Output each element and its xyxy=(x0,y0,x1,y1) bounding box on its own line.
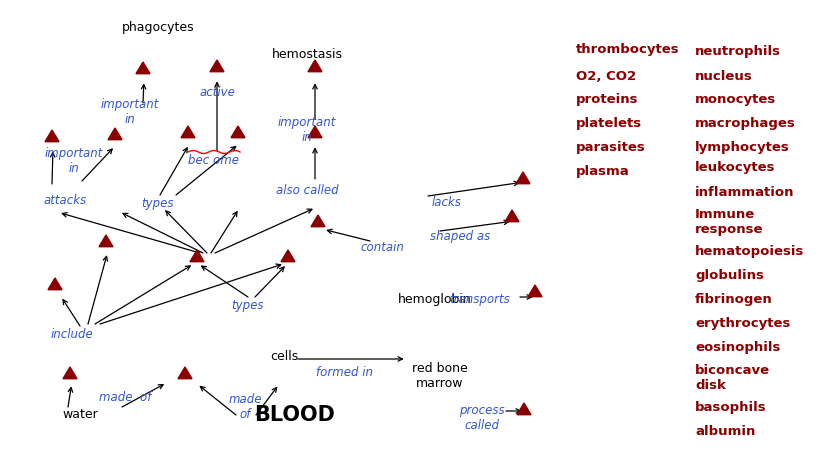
Text: water: water xyxy=(62,408,98,420)
Polygon shape xyxy=(136,63,150,74)
Text: formed in: formed in xyxy=(315,366,373,379)
Text: hematopoiesis: hematopoiesis xyxy=(695,245,805,258)
Polygon shape xyxy=(517,403,531,415)
Text: BLOOD: BLOOD xyxy=(255,404,336,424)
Polygon shape xyxy=(528,285,542,297)
Polygon shape xyxy=(190,251,204,262)
Text: nucleus: nucleus xyxy=(695,69,753,82)
Polygon shape xyxy=(99,235,113,247)
Text: hemoglobin: hemoglobin xyxy=(398,293,472,306)
Text: Immune
response: Immune response xyxy=(695,207,764,235)
Text: albumin: albumin xyxy=(695,425,755,437)
Text: macrophages: macrophages xyxy=(695,117,796,130)
Text: O2, CO2: O2, CO2 xyxy=(576,69,636,82)
Text: eosinophils: eosinophils xyxy=(695,341,781,354)
Text: phagocytes: phagocytes xyxy=(122,22,195,34)
Text: types: types xyxy=(231,298,264,311)
Text: active: active xyxy=(200,86,236,99)
Text: important
in: important in xyxy=(45,147,103,174)
Polygon shape xyxy=(281,251,295,262)
Text: plasma: plasma xyxy=(576,165,630,178)
Text: important
in: important in xyxy=(277,116,336,144)
Text: contain: contain xyxy=(360,241,404,254)
Text: lymphocytes: lymphocytes xyxy=(695,141,790,154)
Text: made
of: made of xyxy=(228,392,262,420)
Polygon shape xyxy=(505,211,519,222)
Text: biconcave
disk: biconcave disk xyxy=(695,363,770,391)
Text: leukocytes: leukocytes xyxy=(695,161,776,174)
Text: neutrophils: neutrophils xyxy=(695,45,781,58)
Polygon shape xyxy=(308,61,322,73)
Text: inflammation: inflammation xyxy=(695,185,795,198)
Polygon shape xyxy=(231,127,245,139)
Text: red bone
marrow: red bone marrow xyxy=(412,361,468,389)
Polygon shape xyxy=(311,216,325,227)
Text: shaped as: shaped as xyxy=(430,230,490,243)
Text: basophils: basophils xyxy=(695,401,767,414)
Text: monocytes: monocytes xyxy=(695,93,776,106)
Text: bec ome: bec ome xyxy=(187,154,238,167)
Text: hemostasis: hemostasis xyxy=(272,48,342,62)
Text: types: types xyxy=(142,196,174,209)
Text: parasites: parasites xyxy=(576,141,646,154)
Polygon shape xyxy=(48,279,62,290)
Text: thrombocytes: thrombocytes xyxy=(576,44,680,56)
Polygon shape xyxy=(308,127,322,139)
Text: platelets: platelets xyxy=(576,117,642,130)
Polygon shape xyxy=(178,367,192,379)
Text: important
in: important in xyxy=(101,98,159,126)
Text: fibrinogen: fibrinogen xyxy=(695,293,773,306)
Text: globulins: globulins xyxy=(695,269,764,282)
Polygon shape xyxy=(108,129,122,140)
Polygon shape xyxy=(210,61,224,73)
Text: made  of: made of xyxy=(99,391,151,403)
Text: lacks: lacks xyxy=(432,195,462,208)
Text: proteins: proteins xyxy=(576,93,639,106)
Text: transports: transports xyxy=(450,293,511,306)
Polygon shape xyxy=(45,131,59,142)
Text: erythrocytes: erythrocytes xyxy=(695,317,791,330)
Polygon shape xyxy=(516,173,530,185)
Text: attacks: attacks xyxy=(44,193,87,206)
Text: include: include xyxy=(51,328,94,341)
Polygon shape xyxy=(181,127,195,139)
Polygon shape xyxy=(63,367,77,379)
Text: process
called: process called xyxy=(459,403,505,431)
Text: cells: cells xyxy=(270,350,298,363)
Text: also called: also called xyxy=(276,184,338,197)
